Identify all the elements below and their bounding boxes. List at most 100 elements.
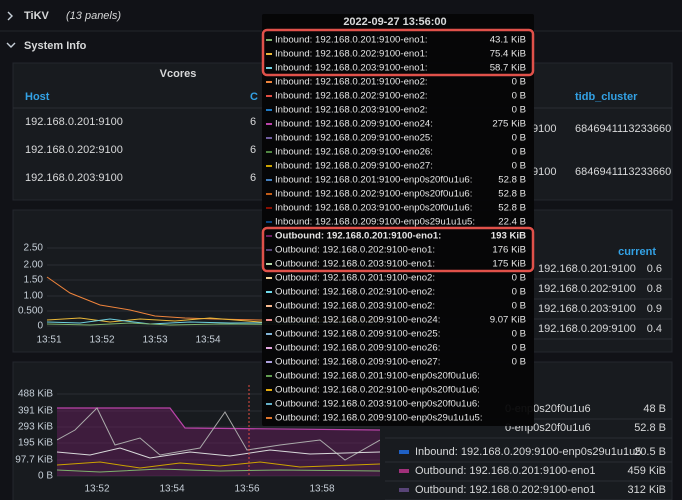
- series-swatch: [266, 235, 272, 237]
- series-value: 22.4 B: [498, 217, 526, 228]
- column-header: C: [250, 91, 258, 103]
- series-value: 9.07 KiB: [490, 315, 526, 326]
- y-tick-label: 293 KiB: [18, 422, 53, 433]
- series-name: Outbound: 192.168.0.201:9100-eno2:: [275, 273, 435, 284]
- series-swatch: [266, 137, 272, 139]
- series-name: Outbound: 192.168.0.209:9100-enp0s29u1u1…: [275, 413, 483, 424]
- series-value: 0 B: [512, 343, 526, 354]
- series-swatch: [266, 95, 272, 97]
- series-name: Outbound: 192.168.0.203:9100-eno1:: [275, 259, 435, 270]
- tooltip-time: 2022-09-27 13:56:00: [343, 16, 446, 28]
- x-tick-label: 13:52: [89, 335, 114, 346]
- series-value: 0 B: [512, 273, 526, 284]
- series-swatch: [266, 319, 272, 321]
- series-swatch: [266, 305, 272, 307]
- series-swatch: [266, 179, 272, 181]
- cpu-line: [46, 317, 381, 323]
- y-tick-label: 0.500: [18, 306, 43, 317]
- y-tick-label: 488 KiB: [18, 389, 53, 400]
- series-swatch: [266, 347, 272, 349]
- series-swatch: [266, 291, 272, 293]
- series-value: 75.4 KiB: [490, 49, 526, 60]
- legend-name: Outbound: 192.168.0.202:9100-eno1: [415, 484, 595, 496]
- tooltip-bg: [262, 14, 534, 426]
- series-name: Outbound: 192.168.0.201:9100-enp0s20f0u1…: [275, 371, 480, 382]
- legend-name: 192.168.0.202:9100: [538, 283, 636, 295]
- series-name: Inbound: 192.168.0.209:9100-eno27:: [275, 161, 433, 172]
- series-name: Outbound: 192.168.0.202:9100-enp0s20f0u1…: [275, 385, 480, 396]
- series-value: 0 B: [512, 329, 526, 340]
- collapse-chevron[interactable]: [7, 11, 13, 21]
- legend-name: 192.168.0.201:9100: [538, 263, 636, 275]
- table-cell: 192.168.0.202:9100: [25, 144, 123, 156]
- table-cell: 6: [250, 116, 256, 128]
- series-swatch: [266, 375, 272, 377]
- legend-header: current: [618, 246, 656, 258]
- table-cell: 6846941113233660: [575, 123, 671, 135]
- series-swatch: [266, 39, 272, 41]
- legend-name: Inbound: 192.168.0.209:9100-enp0s29u1u1u…: [415, 446, 641, 458]
- net-series: [57, 385, 380, 476]
- series-value: 275 KiB: [492, 119, 526, 130]
- series-value: 58.7 KiB: [490, 63, 526, 74]
- series-name: Outbound: 192.168.0.202:9100-eno1:: [275, 245, 435, 256]
- series-swatch: [266, 389, 272, 391]
- x-tick-label: 13:53: [142, 335, 167, 346]
- series-swatch: [266, 193, 272, 195]
- series-value: 52.8 B: [498, 189, 526, 200]
- series-value: 0 B: [512, 357, 526, 368]
- series-name: Inbound: 192.168.0.202:9100-eno2:: [275, 91, 428, 102]
- y-tick-label: 0 B: [38, 471, 53, 482]
- y-tick-label: 1.00: [24, 291, 44, 302]
- series-swatch: [266, 109, 272, 111]
- series-swatch: [266, 53, 272, 55]
- row-note: (13 panels): [66, 10, 121, 22]
- y-tick-label: 391 KiB: [18, 406, 53, 417]
- legend-swatch: [399, 450, 409, 454]
- expand-chevron[interactable]: [6, 42, 16, 48]
- column-header: Host: [25, 91, 50, 103]
- x-tick-label: 13:54: [159, 484, 184, 495]
- y-tick-label: 2.00: [24, 260, 44, 271]
- series-name: Inbound: 192.168.0.203:9100-eno2:: [275, 105, 428, 116]
- series-swatch: [266, 333, 272, 335]
- series-name: Outbound: 192.168.0.209:9100-eno25:: [275, 329, 440, 340]
- series-value: 0 B: [512, 287, 526, 298]
- x-tick-label: 13:58: [309, 484, 334, 495]
- table-cell: 192.168.0.201:9100: [25, 116, 123, 128]
- table-cell: 6846941113233660: [575, 166, 671, 178]
- series-name: Outbound: 192.168.0.209:9100-eno26:: [275, 343, 440, 354]
- series-swatch: [266, 277, 272, 279]
- row-title: TiKV: [24, 10, 50, 22]
- table-cell: 6: [250, 144, 256, 156]
- cpu-line: [46, 322, 381, 326]
- series-value: 52.8 B: [498, 203, 526, 214]
- series-name: Outbound: 192.168.0.209:9100-eno24:: [275, 315, 440, 326]
- series-swatch: [266, 207, 272, 209]
- series-value: 0 B: [512, 133, 526, 144]
- legend-value: 312 KiB: [627, 484, 666, 496]
- x-tick-label: 13:56: [234, 484, 259, 495]
- series-name: Outbound: 192.168.0.201:9100-eno1:: [275, 231, 441, 242]
- cpu-line: [46, 276, 380, 321]
- series-name: Outbound: 192.168.0.203:9100-eno2:: [275, 301, 435, 312]
- series-value: 0 B: [512, 105, 526, 116]
- x-tick-label: 13:54: [195, 335, 220, 346]
- series-name: Inbound: 192.168.0.201:9100-enp0s20f0u1u…: [275, 175, 472, 186]
- legend-value: 0.6: [647, 263, 662, 275]
- series-swatch: [266, 403, 272, 405]
- series-name: Outbound: 192.168.0.203:9100-enp0s20f0u1…: [275, 399, 480, 410]
- row-title: System Info: [24, 40, 87, 52]
- series-value: 0 B: [512, 147, 526, 158]
- series-name: Outbound: 192.168.0.202:9100-eno2:: [275, 287, 435, 298]
- highlight-box: [261, 226, 535, 273]
- series-value: 0 B: [512, 77, 526, 88]
- y-tick-label: 0: [37, 321, 43, 332]
- series-name: Inbound: 192.168.0.202:9100-eno1:: [275, 49, 428, 60]
- series-swatch: [266, 221, 272, 223]
- series-name: Inbound: 192.168.0.209:9100-eno24:: [275, 119, 433, 130]
- legend-swatch: [399, 488, 409, 492]
- highlight-box: [261, 28, 535, 77]
- series-value: 175 KiB: [492, 259, 526, 270]
- table-cell: 192.168.0.203:9100: [25, 172, 123, 184]
